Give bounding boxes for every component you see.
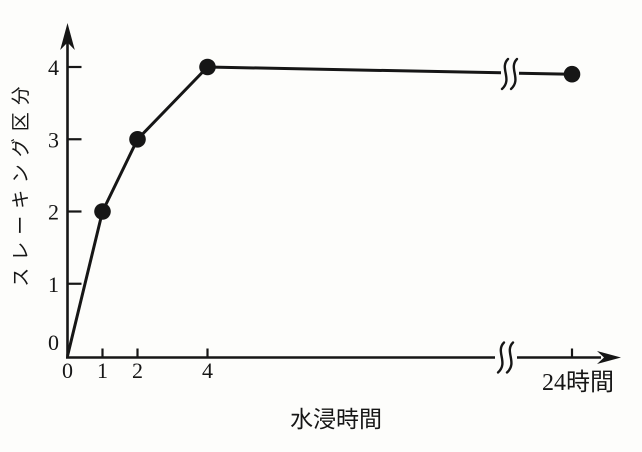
data-point-marker [94, 203, 111, 220]
x-axis [66, 341, 621, 374]
x-axis-arrowhead-icon [597, 351, 621, 364]
y-tick-label: 0 [48, 330, 59, 355]
x-tick-label: 24時間 [542, 369, 614, 396]
y-axis-tick-labels: 0 1 2 3 4 [48, 55, 59, 355]
data-line-segment [518, 71, 573, 76]
x-axis-ticks [101, 348, 574, 357]
y-tick-label: 2 [48, 200, 59, 225]
data-line-break-icon [500, 57, 519, 91]
y-axis-arrowhead-icon [60, 23, 75, 50]
y-axis [60, 23, 75, 358]
x-tick-label: 1 [97, 358, 108, 383]
data-point-marker [129, 131, 146, 148]
y-axis-ticks [67, 65, 82, 285]
data-line-segment [66, 65, 502, 357]
x-axis-tick-labels: 0 1 2 4 24時間 [62, 358, 614, 396]
data-series [66, 58, 581, 357]
x-tick-label: 2 [132, 358, 143, 383]
x-tick-label: 4 [202, 358, 213, 383]
data-point-marker [563, 65, 581, 83]
data-point-marker [199, 58, 216, 76]
y-tick-label: 3 [48, 127, 59, 152]
x-axis-break-icon [496, 341, 515, 374]
x-axis-label: 水浸時間 [290, 407, 382, 432]
y-tick-label: 1 [48, 272, 59, 297]
x-tick-label: 0 [62, 358, 73, 383]
y-axis-label: スレーキング区分 [10, 79, 32, 286]
y-tick-label: 4 [48, 55, 59, 80]
